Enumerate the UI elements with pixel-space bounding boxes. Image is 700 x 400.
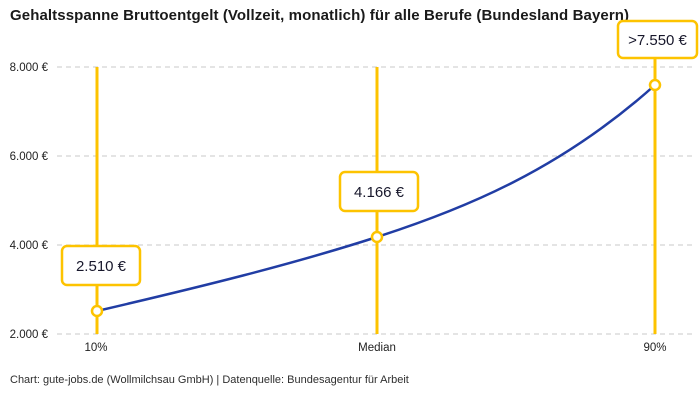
data-point-90th <box>648 78 662 92</box>
chart-title: Gehaltsspanne Bruttoentgelt (Vollzeit, m… <box>10 7 630 24</box>
value-label-90th: >7.550 € <box>616 19 699 60</box>
data-point-10th <box>90 304 104 318</box>
chart-footer: Chart: gute-jobs.de (Wollmilchsau GmbH) … <box>10 374 409 386</box>
value-label-10th: 2.510 € <box>60 244 142 287</box>
value-label-median: 4.166 € <box>338 170 420 213</box>
x-tick-90th: 90% <box>643 342 666 354</box>
x-tick-10th: 10% <box>84 342 107 354</box>
value-box-90th <box>616 19 699 60</box>
data-points <box>90 78 662 318</box>
x-tick-median: Median <box>358 342 396 354</box>
y-tick-8000: 8.000 € <box>10 62 49 74</box>
y-tick-2000: 2.000 € <box>10 329 49 341</box>
x-axis-labels: 10% Median 90% <box>84 342 666 354</box>
y-tick-4000: 4.000 € <box>10 240 49 252</box>
value-text-90th: >7.550 € <box>628 32 687 49</box>
value-box-10th <box>60 244 142 287</box>
value-text-10th: 2.510 € <box>76 258 127 275</box>
y-axis-labels: 8.000 € 6.000 € 4.000 € 2.000 € <box>10 62 49 341</box>
value-text-median: 4.166 € <box>354 184 405 201</box>
y-tick-6000: 6.000 € <box>10 151 49 163</box>
value-box-median <box>338 170 420 213</box>
data-point-median <box>370 230 384 244</box>
gridlines <box>57 66 692 335</box>
